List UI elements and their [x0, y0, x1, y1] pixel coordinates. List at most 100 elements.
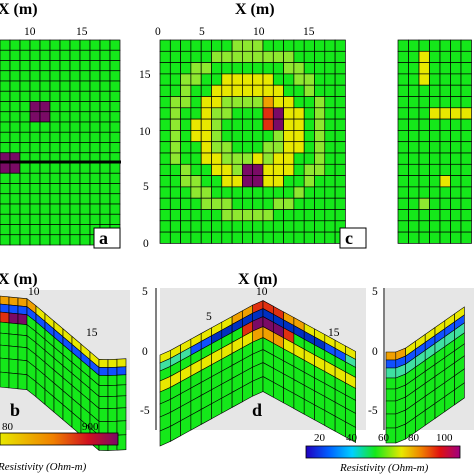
grid-cell [418, 73, 430, 86]
grid-cell [231, 220, 243, 233]
grid-cell [283, 197, 295, 210]
grid-cell [49, 49, 61, 61]
grid-cell [29, 224, 41, 236]
grid-cell [9, 60, 21, 72]
grid-cell [200, 130, 212, 143]
grid-cell [429, 186, 441, 199]
grid-cell [439, 130, 451, 143]
grid-cell [450, 152, 462, 165]
grid-cell [159, 163, 171, 176]
grid-cell [200, 152, 212, 165]
grid-cell [180, 118, 192, 131]
mesh-cell [0, 303, 10, 314]
grid-cell [39, 213, 51, 225]
grid-cell [169, 186, 181, 199]
grid-cell [69, 90, 81, 102]
grid-cell [200, 163, 212, 176]
grid-cell [460, 141, 472, 154]
grid-cell [190, 130, 202, 143]
grid-cell [272, 118, 284, 131]
grid-cell [408, 141, 420, 154]
grid-cell [397, 197, 409, 210]
grid-cell [460, 118, 472, 131]
grid-cell [49, 121, 61, 133]
grid-cell [39, 90, 51, 102]
grid-cell [190, 231, 202, 244]
grid-cell [89, 121, 101, 133]
grid-cell [39, 172, 51, 184]
grid-cell [169, 220, 181, 233]
grid-cell [221, 118, 233, 131]
grid-cell [262, 118, 274, 131]
grid-cell [0, 49, 11, 61]
grid-cell [39, 224, 51, 236]
grid-cell [180, 130, 192, 143]
grid-cell [231, 141, 243, 154]
grid-cell [303, 220, 315, 233]
grid-cell [283, 118, 295, 131]
grid-cell [262, 141, 274, 154]
panel-c-label: c [345, 228, 353, 248]
grid-cell [293, 62, 305, 75]
grid-cell [19, 70, 31, 82]
grid-cell [429, 209, 441, 222]
grid-cell [169, 107, 181, 120]
mesh-cell [17, 373, 28, 391]
grid-cell [9, 142, 21, 154]
grid-cell [169, 231, 181, 244]
grid-cell [180, 197, 192, 210]
grid-cell [397, 141, 409, 154]
grid-cell [49, 183, 61, 195]
grid-cell [408, 130, 420, 143]
grid-cell [9, 111, 21, 123]
grid-cell [303, 73, 315, 86]
grid-cell [211, 73, 223, 86]
grid-cell [159, 118, 171, 131]
mesh-cell [17, 334, 28, 349]
grid-cell [29, 111, 41, 123]
grid-cell [9, 39, 21, 51]
mesh-cell [107, 374, 118, 386]
grid-cell [293, 231, 305, 244]
grid-cell [200, 231, 212, 244]
mesh-cell [0, 295, 10, 306]
grid-cell [231, 197, 243, 210]
grid-cell [69, 101, 81, 113]
grid-cell [429, 231, 441, 244]
grid-cell [324, 163, 336, 176]
grid-cell [29, 203, 41, 215]
grid-cell [450, 130, 462, 143]
grid-cell [314, 220, 326, 233]
grid-cell [69, 224, 81, 236]
grid-cell [429, 175, 441, 188]
grid-cell [272, 50, 284, 63]
grid-cell [231, 186, 243, 199]
mesh-cell [98, 375, 109, 386]
grid-cell [89, 203, 101, 215]
mesh-cell [345, 421, 357, 444]
grid-cell [252, 130, 264, 143]
grid-cell [324, 84, 336, 97]
grid-cell [460, 231, 472, 244]
panel-b: X (m) 10 15 b [0, 271, 130, 451]
grid-cell [59, 101, 71, 113]
grid-cell [180, 186, 192, 199]
grid-cell [303, 39, 315, 52]
grid-cell [429, 84, 441, 97]
grid-cell [460, 73, 472, 86]
grid-cell [439, 73, 451, 86]
grid-cell [242, 107, 254, 120]
grid-cell [49, 70, 61, 82]
colorbar-left-tick-900: 900 [82, 421, 99, 433]
panel-c-xtick-0: 0 [155, 26, 161, 38]
grid-cell [408, 73, 420, 86]
grid-cell [0, 224, 11, 236]
grid-cell [252, 118, 264, 131]
grid-cell [252, 50, 264, 63]
grid-cell [19, 234, 31, 246]
grid-cell [200, 141, 212, 154]
grid-cell [303, 118, 315, 131]
grid-cell [283, 130, 295, 143]
grid-cell [180, 152, 192, 165]
grid-cell [190, 107, 202, 120]
